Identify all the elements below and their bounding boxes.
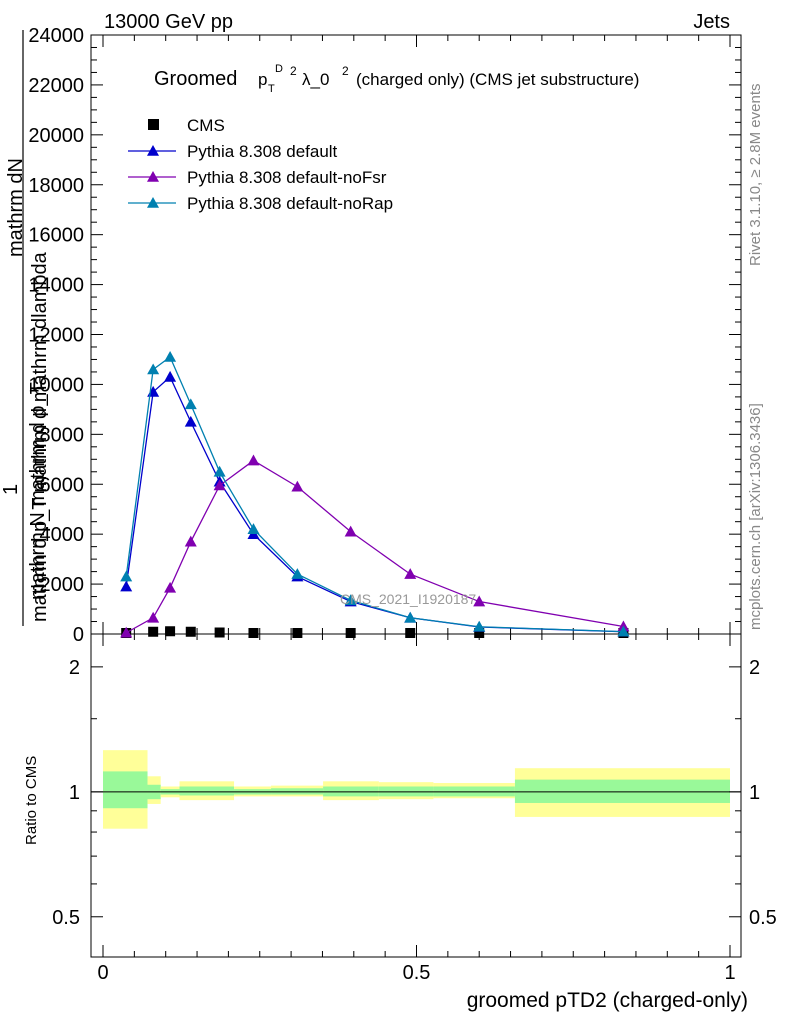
ratio-stat-band-bin [103,771,148,809]
series-point [184,535,197,547]
legend-marker [147,145,159,156]
ratio-y-tick-label-right: 1 [749,782,760,804]
x-tick-label: 0.5 [403,962,431,984]
cms-data-point [292,628,303,638]
series-3 [120,350,630,637]
watermark: CMS_2021_I1920187 [340,591,476,607]
legend-label: CMS [187,116,225,135]
cms-data-point [148,626,159,637]
ratio-y-tick-label-right: 0.5 [749,907,777,929]
series-point [473,620,486,632]
header-right: Jets [693,11,730,33]
series-point [404,611,417,623]
y-tick-label: 4000 [40,524,85,546]
cms-data-point [474,628,485,638]
series-point [213,465,226,477]
ratio-bands [103,750,730,829]
series-point [344,594,357,606]
series-point [184,398,197,410]
series-point [164,370,177,382]
series-point [247,454,260,466]
series-2 [120,454,630,638]
y-tick-label: 6000 [40,474,85,496]
series-point [213,479,226,491]
series-point [617,625,630,637]
legend-marker [147,197,159,208]
series-point [473,595,486,607]
series-point [344,525,357,537]
plot-title-sup-d: D [275,63,283,75]
plot-title-lambda: λ_0 [302,70,329,89]
y-label-line3: mathrm N mathrm d p_T [27,382,49,600]
series-point [147,611,160,623]
series-layer [120,350,630,638]
series-point [120,626,133,638]
x-tick-label: 0 [97,962,108,984]
x-axis-label: groomed pTD2 (charged-only) [467,989,748,1012]
y-tick-label: 0 [73,624,84,646]
y-tick-label: 12000 [28,325,84,347]
legend-item: Pythia 8.308 default-noRap [128,194,393,213]
y-tick-label: 20000 [28,125,84,147]
cms-data-point [185,626,196,637]
plot-title-groomed: Groomed [154,68,237,90]
legend-label: Pythia 8.308 default-noFsr [187,168,387,187]
y-tick-label: 2000 [40,574,85,596]
series-point [147,363,160,375]
cms-data-point [248,628,259,638]
series-point [120,580,133,592]
y-tick-label: 18000 [28,175,84,197]
ratio-y-tick-label: 0.5 [52,907,80,929]
y-tick-label: 10000 [28,374,84,396]
series-point [291,480,304,492]
series-point [291,568,304,579]
mcplots-label: mcplots.cern.ch [arXiv:1306.3436] [747,403,764,630]
header-left: 13000 GeV pp [104,11,233,33]
y-label-one: 1 [0,484,22,495]
y-label-line2: mathrm d p_T mathrm d mathrm dlambda [29,251,51,622]
ratio-stat-band-bin [179,786,235,796]
ratio-y-tick-label: 1 [69,782,80,804]
rivet-label: Rivet 3.1.10, ≥ 2.8M events [747,84,764,267]
series-point [184,415,197,427]
series-point [404,568,417,579]
legend-item: CMS [148,116,225,135]
cms-data-point [214,627,225,638]
ratio-y-label: Ratio to CMS [23,756,40,845]
ratio-stat-band-bin [514,779,730,803]
cms-data-point [165,626,176,637]
y-tick-label: 16000 [28,225,84,247]
legend-item: Pythia 8.308 default [128,142,338,161]
series-point [164,350,177,362]
series-point [247,523,260,534]
y-tick-label: 22000 [28,75,84,97]
main-y-axis: 0 2000 4000 6000 8000 10000 12000 14000 16000 180… [28,25,741,646]
ratio-y-axis: 0.5 0.5 1 1 2 2 [52,657,777,929]
y-tick-label: 8000 [40,424,85,446]
cms-data-point [405,628,416,638]
y-label-line1: mathrm dN [5,158,27,257]
legend-label: Pythia 8.308 default-noRap [187,194,393,213]
plot-title-sub-t: T [268,83,275,95]
legend-item: Pythia 8.308 default-noFsr [128,168,387,187]
plot-title-sup-2: 2 [290,64,297,78]
plot-title-p: p [258,70,267,89]
y-tick-label: 14000 [28,275,84,297]
x-tick-label: 1 [724,962,735,984]
ratio-y-tick-label-right: 2 [749,657,760,679]
plot-title-lambda-sup: 2 [342,64,349,78]
cms-data-point [345,628,356,638]
legend: CMS Pythia 8.308 default Pythia 8.308 defa… [128,116,393,213]
y-tick-label: 24000 [28,25,84,47]
plot-title-rest: (charged only) (CMS jet substructure) [356,70,639,89]
ratio-y-tick-label: 2 [69,657,80,679]
legend-label: Pythia 8.308 default [187,142,338,161]
legend-marker [148,119,159,130]
series-point [164,581,177,593]
series-point [120,570,133,582]
legend-marker [147,171,159,182]
